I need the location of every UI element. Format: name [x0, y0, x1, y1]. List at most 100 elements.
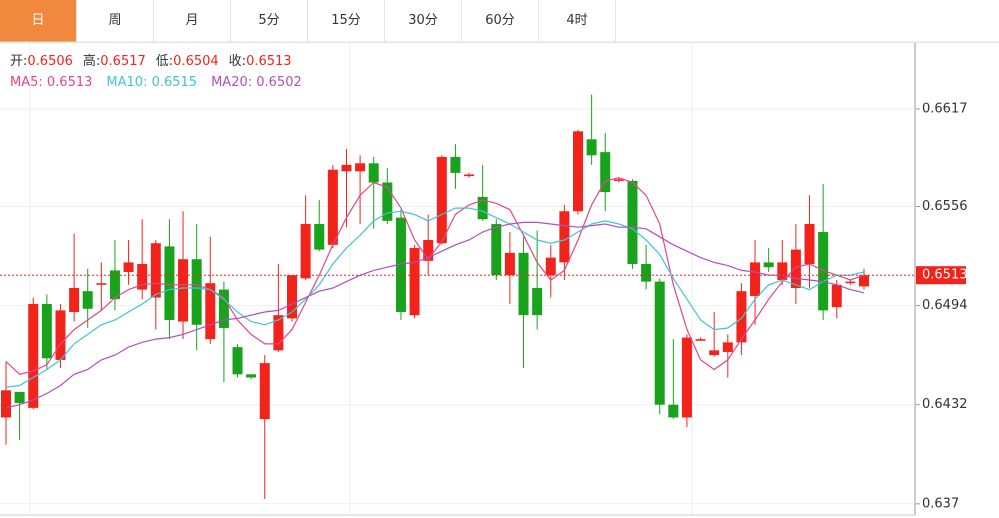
candle-body	[205, 283, 216, 340]
candle-body	[368, 163, 379, 183]
candle-body	[300, 224, 311, 279]
candle-body	[641, 264, 652, 282]
candle-body	[491, 224, 502, 276]
period-tab[interactable]: 15分	[308, 0, 385, 42]
candle-body	[327, 169, 338, 245]
ohlc-label: 高:	[83, 53, 100, 69]
candle-body	[382, 182, 393, 221]
candle-body	[273, 315, 284, 351]
period-tab[interactable]: 日	[0, 0, 77, 42]
candle-body	[450, 156, 461, 173]
candle-body	[41, 303, 52, 359]
ma-name: MA5	[10, 75, 38, 90]
candle-body	[218, 289, 229, 328]
candle-body	[28, 303, 39, 408]
candle-body	[573, 131, 583, 212]
candle-body	[178, 259, 189, 322]
ma-sep: :	[143, 75, 152, 90]
candle-body	[341, 164, 352, 172]
candle-body	[164, 246, 175, 320]
candle-body	[790, 249, 801, 288]
candle-body	[123, 262, 134, 273]
ohlc-label: 收:	[229, 54, 246, 69]
ma-value: 0.6515	[152, 75, 198, 90]
ma-line	[5, 207, 865, 388]
ma-name: MA20	[211, 75, 248, 90]
ma-sep: :	[38, 75, 47, 90]
candle-body	[287, 275, 297, 319]
y-tick-label: 0.637	[922, 496, 959, 511]
candle-body	[532, 287, 543, 316]
candle-body	[504, 252, 515, 276]
candle-body	[654, 281, 665, 405]
candle-body	[232, 347, 243, 375]
ma-value: 0.6502	[256, 75, 302, 90]
candle-body	[681, 337, 692, 418]
period-tab[interactable]: 周	[77, 0, 154, 42]
y-tick-label: 0.6432	[922, 397, 968, 412]
candle-body	[464, 174, 475, 177]
period-tab[interactable]: 30分	[385, 0, 462, 42]
ohlc-value: 0.6513	[246, 54, 292, 69]
candle-body	[627, 180, 638, 265]
candle-body	[259, 363, 270, 420]
ohlc-value: 0.6517	[100, 54, 146, 69]
ohlc-info: 开:0.6506 高:0.6517 低:0.6504 收:0.6513	[10, 53, 292, 69]
candle-body	[191, 259, 202, 325]
candle-body	[246, 374, 257, 378]
candle-body	[436, 156, 447, 244]
candle-body	[82, 291, 93, 309]
candle-body	[69, 287, 80, 312]
y-tick-label: 0.6617	[922, 101, 968, 116]
ohlc-value: 0.6506	[27, 54, 73, 69]
ma-name: MA10	[106, 75, 143, 90]
ma-info: MA5: 0.6513 MA10: 0.6515 MA20: 0.6502	[10, 75, 302, 90]
ma-line	[5, 177, 865, 375]
candle-body	[150, 243, 161, 298]
candle-body	[55, 310, 66, 360]
candle-body	[722, 342, 733, 352]
candle-body	[96, 283, 107, 285]
ma-sep: :	[248, 75, 257, 90]
candle-body	[777, 262, 788, 280]
candle-body	[763, 262, 774, 268]
current-price-box	[916, 266, 966, 285]
candle-body	[423, 240, 434, 261]
candle-body	[695, 339, 706, 341]
ma-value: 0.6513	[47, 75, 93, 90]
candle-body	[586, 139, 597, 156]
candle-body	[709, 350, 720, 356]
period-tab[interactable]: 月	[154, 0, 231, 42]
candle-body	[109, 270, 120, 300]
candle-body	[668, 404, 679, 418]
candle-body	[314, 224, 325, 250]
candle-body	[14, 391, 25, 404]
candle-body	[559, 211, 570, 263]
candle-body	[409, 248, 420, 316]
candle-body	[818, 232, 829, 311]
candle-body	[477, 196, 488, 220]
period-tab[interactable]: 4时	[539, 0, 616, 42]
candle-body	[518, 252, 529, 316]
period-tabs: 日周月 5分 15分 30分 60分 4时	[0, 0, 999, 43]
ohlc-label: 开:	[10, 54, 27, 69]
candle-body	[395, 217, 406, 312]
period-tab[interactable]: 5分	[231, 0, 308, 42]
candle-body	[1, 390, 11, 418]
candle-body	[137, 264, 148, 290]
candle-body	[845, 281, 856, 284]
y-tick-label: 0.6494	[922, 298, 968, 313]
candle-body	[600, 152, 611, 193]
candle-body	[859, 275, 869, 287]
current-price-label: 0.6513	[922, 268, 968, 283]
candle-body	[750, 262, 761, 296]
period-tab[interactable]: 60分	[462, 0, 539, 42]
ohlc-label: 低:	[156, 54, 173, 69]
y-tick-label: 0.6556	[922, 199, 968, 214]
candle-body	[831, 284, 842, 308]
ohlc-value: 0.6504	[173, 54, 219, 69]
candle-body	[613, 179, 624, 181]
candle-body	[736, 291, 747, 343]
